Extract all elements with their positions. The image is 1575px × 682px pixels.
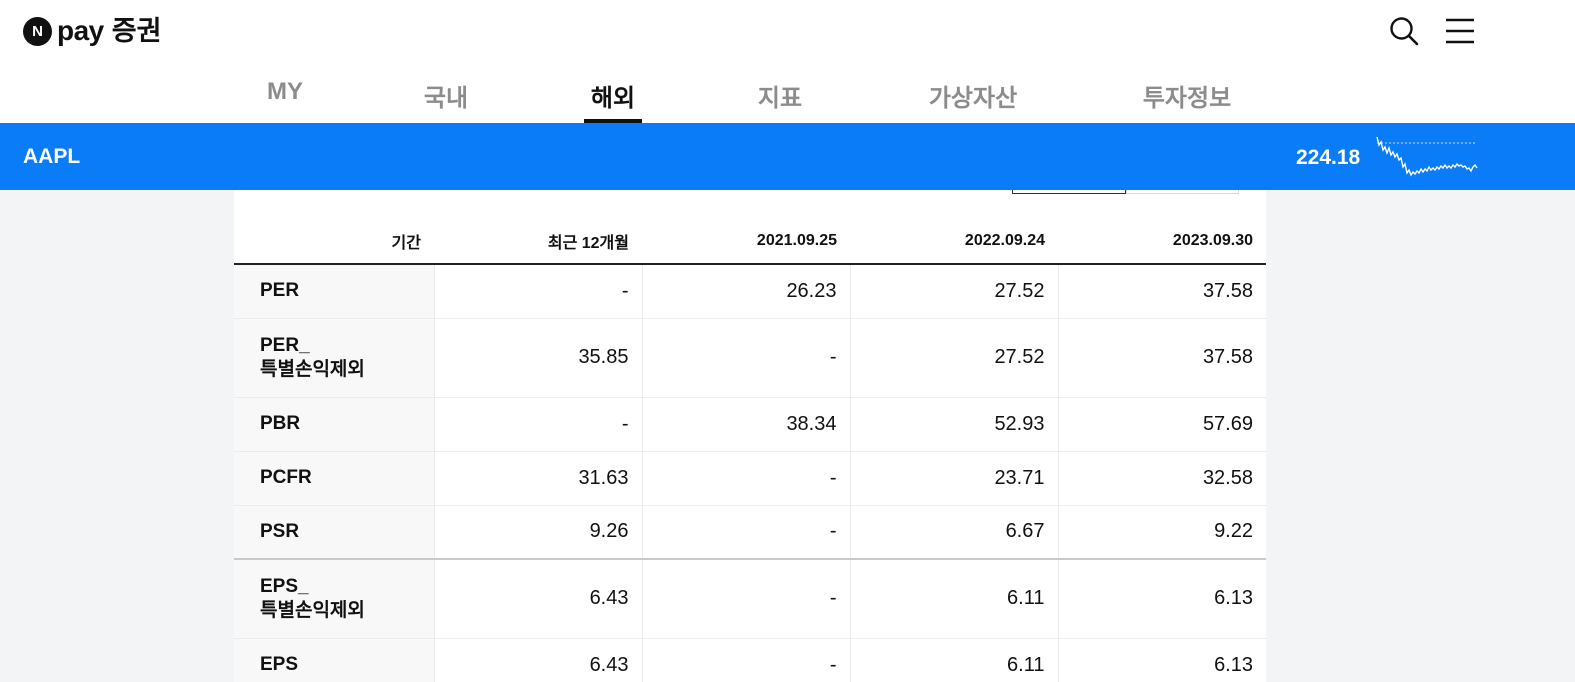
table-cell: 37.58 bbox=[1057, 318, 1266, 398]
view-toggle-quarterly[interactable] bbox=[1126, 190, 1239, 194]
table-header-row: 기간 최근 12개월 2021.09.25 2022.09.24 2023.09… bbox=[234, 218, 1266, 265]
column-header: 최근 12개월 bbox=[434, 218, 642, 265]
table-cell: - bbox=[433, 264, 642, 319]
view-toggle-annual[interactable] bbox=[1012, 190, 1126, 194]
table-cell: 52.93 bbox=[849, 397, 1058, 452]
table-cell: 9.26 bbox=[433, 505, 642, 560]
search-icon[interactable] bbox=[1388, 15, 1420, 47]
table-row: PER_ 특별손익제외 35.85 - 27.52 37.58 bbox=[234, 318, 1266, 398]
table-cell: - bbox=[641, 505, 850, 560]
column-header: 2022.09.24 bbox=[850, 218, 1058, 265]
n-logo-icon: N bbox=[23, 16, 52, 46]
financial-ratios-panel: 기간 최근 12개월 2021.09.25 2022.09.24 2023.09… bbox=[234, 190, 1266, 682]
table-row: EPS 6.43 - 6.11 6.13 bbox=[234, 638, 1266, 682]
table-cell: - bbox=[641, 318, 850, 398]
table-row: PER - 26.23 27.52 37.58 bbox=[234, 264, 1266, 319]
row-label-line1: EPS_ bbox=[260, 575, 309, 597]
table-cell: 37.58 bbox=[1057, 264, 1266, 319]
tab-indicators[interactable]: 지표 bbox=[757, 85, 803, 112]
row-label: EPS bbox=[234, 638, 434, 682]
table-cell: 6.11 bbox=[849, 559, 1058, 639]
table-cell: - bbox=[433, 397, 642, 452]
stock-summary-bar[interactable]: AAPL 224.18 bbox=[0, 123, 1575, 190]
table-cell: 6.67 bbox=[849, 505, 1058, 560]
menu-icon[interactable] bbox=[1444, 15, 1476, 47]
table-cell: 6.43 bbox=[433, 638, 642, 682]
row-label-line1: PER_ bbox=[260, 334, 310, 356]
table-cell: 32.58 bbox=[1057, 451, 1266, 506]
table-row: PBR - 38.34 52.93 57.69 bbox=[234, 397, 1266, 452]
price-sparkline-icon bbox=[1376, 136, 1478, 177]
tab-investment-info[interactable]: 투자정보 bbox=[1142, 85, 1232, 112]
row-label: PSR bbox=[234, 505, 434, 560]
table-cell: 26.23 bbox=[641, 264, 850, 319]
table-cell: - bbox=[641, 451, 850, 506]
row-label: EPS_ 특별손익제외 bbox=[234, 559, 434, 639]
table-cell: 38.34 bbox=[641, 397, 850, 452]
npay-securities-logo[interactable]: N pay 증권 bbox=[23, 14, 161, 48]
table-cell: 9.22 bbox=[1057, 505, 1266, 560]
stock-price: 224.18 bbox=[1296, 146, 1361, 169]
stock-symbol: AAPL bbox=[23, 145, 81, 168]
table-cell: 27.52 bbox=[849, 264, 1058, 319]
tab-domestic[interactable]: 국내 bbox=[423, 85, 469, 112]
table-cell: 27.52 bbox=[849, 318, 1058, 398]
logo-securities-text: 증권 bbox=[111, 15, 162, 46]
table-row: PCFR 31.63 - 23.71 32.58 bbox=[234, 451, 1266, 506]
tab-my[interactable]: MY bbox=[267, 78, 303, 105]
column-header: 2023.09.30 bbox=[1058, 218, 1266, 265]
table-cell: 6.43 bbox=[433, 559, 642, 639]
ratios-table: 기간 최근 12개월 2021.09.25 2022.09.24 2023.09… bbox=[234, 218, 1266, 682]
table-cell: - bbox=[641, 638, 850, 682]
table-row: PSR 9.26 - 6.67 9.22 bbox=[234, 505, 1266, 560]
tab-crypto[interactable]: 가상자산 bbox=[928, 85, 1018, 112]
table-cell: 6.13 bbox=[1057, 638, 1266, 682]
main-nav: MY 국내 해외 지표 가상자산 투자정보 bbox=[0, 68, 1575, 123]
table-cell: - bbox=[641, 559, 850, 639]
table-cell: 6.13 bbox=[1057, 559, 1266, 639]
row-label: PBR bbox=[234, 397, 434, 452]
table-cell: 31.63 bbox=[433, 451, 642, 506]
column-header: 2021.09.25 bbox=[642, 218, 850, 265]
tab-overseas[interactable]: 해외 bbox=[584, 78, 642, 123]
table-cell: 57.69 bbox=[1057, 397, 1266, 452]
row-label: PCFR bbox=[234, 451, 434, 506]
row-label: PER_ 특별손익제외 bbox=[234, 318, 434, 398]
logo-pay-text: pay bbox=[57, 15, 104, 46]
column-header: 기간 bbox=[234, 218, 434, 265]
row-label: PER bbox=[234, 264, 434, 319]
table-cell: 35.85 bbox=[433, 318, 642, 398]
table-cell: 23.71 bbox=[849, 451, 1058, 506]
table-cell: 6.11 bbox=[849, 638, 1058, 682]
row-label-line2: 특별손익제외 bbox=[260, 599, 365, 621]
table-row: EPS_ 특별손익제외 6.43 - 6.11 6.13 bbox=[234, 559, 1266, 639]
header: N pay 증권 MY 국내 해외 지표 가상자산 투자정보 bbox=[0, 0, 1575, 123]
row-label-line2: 특별손익제외 bbox=[260, 358, 365, 380]
